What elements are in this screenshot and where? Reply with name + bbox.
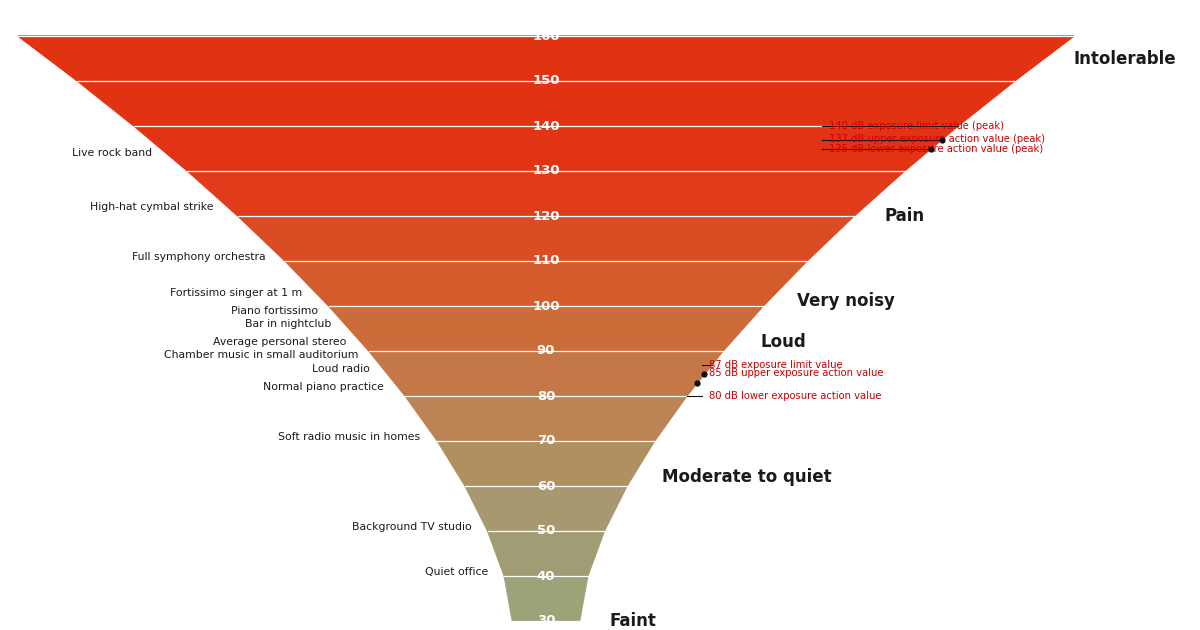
Text: Chamber music in small auditorium: Chamber music in small auditorium xyxy=(164,350,359,360)
Polygon shape xyxy=(329,306,763,351)
Text: High-hat cymbal strike: High-hat cymbal strike xyxy=(90,202,214,212)
Polygon shape xyxy=(134,126,958,171)
Text: Background TV studio: Background TV studio xyxy=(352,522,472,532)
Text: 50: 50 xyxy=(536,525,556,537)
Text: Loud radio: Loud radio xyxy=(312,364,370,374)
Polygon shape xyxy=(187,171,905,216)
Text: Normal piano practice: Normal piano practice xyxy=(263,382,384,392)
Text: Average personal stereo: Average personal stereo xyxy=(214,337,347,347)
Text: Very noisy: Very noisy xyxy=(798,292,895,311)
Text: Intolerable: Intolerable xyxy=(1074,50,1176,67)
Polygon shape xyxy=(368,351,724,396)
Text: 130: 130 xyxy=(532,164,560,178)
Text: Live rock band: Live rock band xyxy=(72,148,152,158)
Text: Loud: Loud xyxy=(761,333,806,351)
Text: Faint: Faint xyxy=(610,612,656,630)
Text: 135 dB lower exposure action value (peak): 135 dB lower exposure action value (peak… xyxy=(829,144,1043,154)
Text: Pain: Pain xyxy=(884,207,924,225)
Text: 110: 110 xyxy=(533,255,559,268)
Text: 150: 150 xyxy=(533,74,559,88)
Text: 160: 160 xyxy=(532,30,560,42)
Polygon shape xyxy=(487,531,605,576)
Text: Fortissimo singer at 1 m: Fortissimo singer at 1 m xyxy=(169,287,301,297)
Text: 30: 30 xyxy=(536,614,556,627)
Text: 100: 100 xyxy=(532,299,560,312)
Text: 80 dB lower exposure action value: 80 dB lower exposure action value xyxy=(709,391,882,401)
Text: Quiet office: Quiet office xyxy=(425,566,488,576)
Text: 137 dB upper exposure action value (peak): 137 dB upper exposure action value (peak… xyxy=(829,134,1045,144)
Text: 40: 40 xyxy=(536,570,556,583)
Text: Bar in nightclub: Bar in nightclub xyxy=(245,319,331,329)
Text: 120: 120 xyxy=(533,210,559,222)
Text: Piano fortissimo: Piano fortissimo xyxy=(232,306,318,316)
Polygon shape xyxy=(406,396,686,441)
Polygon shape xyxy=(466,486,626,531)
Text: 70: 70 xyxy=(536,435,556,447)
Text: 140 dB exposure limit value (peak): 140 dB exposure limit value (peak) xyxy=(829,121,1004,131)
Text: 87 dB exposure limit value: 87 dB exposure limit value xyxy=(709,360,842,370)
Text: 85 dB upper exposure action value: 85 dB upper exposure action value xyxy=(709,369,883,379)
Text: 60: 60 xyxy=(536,479,556,493)
Polygon shape xyxy=(18,36,1074,81)
Polygon shape xyxy=(238,216,854,261)
Polygon shape xyxy=(437,441,655,486)
Text: Full symphony orchestra: Full symphony orchestra xyxy=(132,251,266,261)
Text: Moderate to quiet: Moderate to quiet xyxy=(662,468,832,486)
Polygon shape xyxy=(78,81,1014,126)
Text: 140: 140 xyxy=(532,120,560,132)
Text: 80: 80 xyxy=(536,389,556,403)
Polygon shape xyxy=(286,261,806,306)
Text: 90: 90 xyxy=(536,345,556,357)
Text: Soft radio music in homes: Soft radio music in homes xyxy=(278,432,420,442)
Polygon shape xyxy=(504,576,588,621)
